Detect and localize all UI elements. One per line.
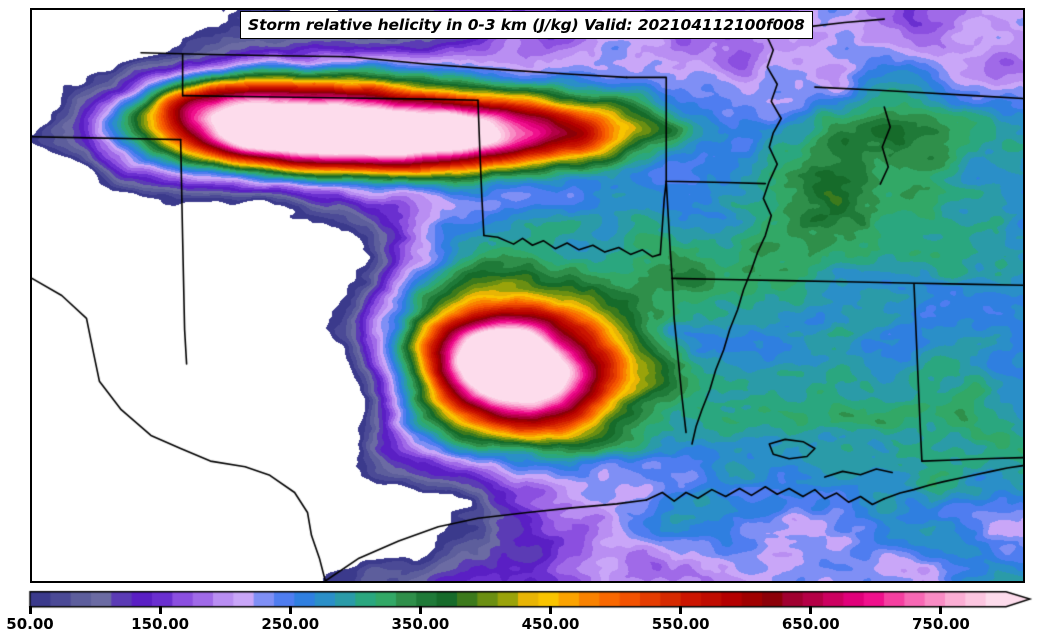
map-plot-area[interactable] [30, 8, 1025, 583]
colorbar-tick-label: 250.00 [261, 615, 320, 633]
colorbar-tick-label: 150.00 [131, 615, 190, 633]
colorbar-tick-label: 550.00 [651, 615, 710, 633]
colorbar-ticks [0, 606, 1037, 614]
colorbar-tick-label: 350.00 [391, 615, 450, 633]
page-title: Storm relative helicity in 0-3 km (J/kg)… [248, 16, 805, 34]
colorbar[interactable]: 50.00 150.00 250.00 350.00 450.00 550.00 650.0… [0, 588, 1037, 633]
colorbar-tick-label: 450.00 [521, 615, 580, 633]
helicity-contour-field [32, 10, 1023, 581]
colorbar-tick [549, 606, 553, 614]
colorbar-tick [939, 606, 943, 614]
colorbar-tick [288, 606, 292, 614]
colorbar-tick [679, 606, 683, 614]
colorbar-tick-label: 50.00 [6, 615, 54, 633]
plot-title-box: Storm relative helicity in 0-3 km (J/kg)… [240, 11, 813, 39]
colorbar-tick [809, 606, 813, 614]
colorbar-tick-labels: 50.00 150.00 250.00 350.00 450.00 550.00 650.0… [0, 615, 1037, 633]
colorbar-tick [28, 606, 32, 614]
colorbar-gradient [0, 588, 1037, 610]
colorbar-tick [418, 606, 422, 614]
colorbar-tick [158, 606, 162, 614]
colorbar-tick-label: 750.00 [911, 615, 970, 633]
colorbar-tick-label: 650.00 [781, 615, 840, 633]
